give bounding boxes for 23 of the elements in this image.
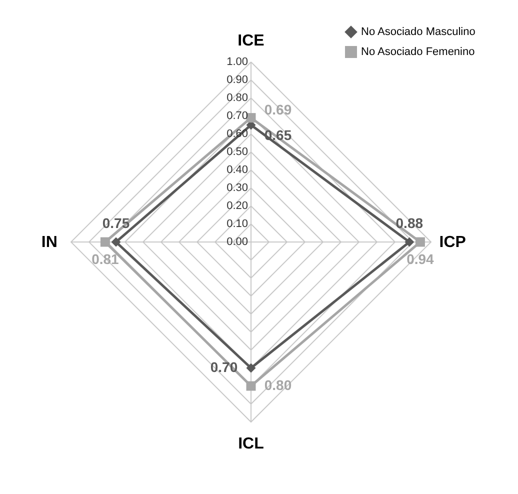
data-label: 0.75 (102, 215, 130, 231)
data-label: 0.80 (264, 377, 292, 393)
y-tick-label: 0.50 (226, 146, 248, 158)
spoke-label: ICP (439, 234, 466, 251)
y-tick-label: 0.10 (226, 218, 248, 230)
legend-label: No Asociado Femenino (361, 46, 475, 58)
data-label: 0.88 (396, 215, 424, 231)
data-label: 0.81 (92, 251, 120, 267)
legend-label: No Asociado Masculino (361, 26, 476, 38)
data-label: 0.70 (210, 359, 238, 375)
data-label: 0.69 (264, 102, 292, 118)
y-tick-label: 0.90 (226, 74, 248, 86)
y-tick-label: 1.00 (226, 56, 248, 68)
spoke-label: IN (41, 234, 58, 251)
y-tick-label: 0.80 (226, 92, 248, 104)
y-tick-label: 0.20 (226, 200, 248, 212)
y-tick-label: 0.30 (226, 182, 248, 194)
y-tick-label: 0.00 (226, 236, 248, 248)
spoke-label: ICL (238, 436, 264, 453)
data-label: 0.94 (406, 251, 434, 267)
y-tick-label: 0.40 (226, 164, 248, 176)
y-tick-label: 0.70 (226, 110, 248, 122)
spoke-label: ICE (238, 32, 265, 50)
